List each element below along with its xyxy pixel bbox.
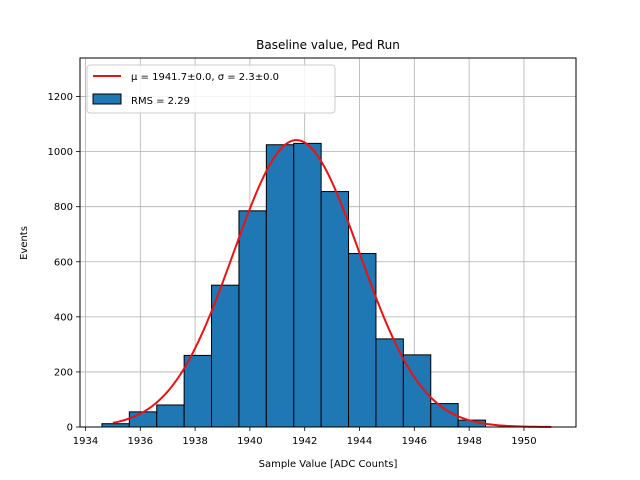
y-tick-label: 400 [54,312,73,323]
x-axis-label: Sample Value [ADC Counts] [259,459,398,470]
histogram-bar [238,210,267,428]
histogram-bar [265,144,295,428]
histogram-bar [293,142,322,428]
x-tick-label: 1944 [347,436,372,447]
x-tick-label: 1950 [511,436,536,447]
histogram-bar [128,411,158,428]
legend-fit-label: μ = 1941.7±0.0, σ = 2.3±0.0 [131,72,279,83]
y-tick-label: 0 [67,423,73,434]
y-axis-label: Events [19,226,30,260]
x-tick-label: 1948 [456,436,481,447]
legend-box [86,64,336,114]
histogram-bar [348,253,377,428]
x-tick-label: 1938 [182,436,207,447]
legend-rms-label: RMS = 2.29 [131,96,190,107]
x-tick-label: 1936 [128,436,153,447]
x-tick-label: 1940 [237,436,262,447]
gaussian-fit [112,139,552,428]
histogram-bar [156,404,185,428]
y-tick-label: 800 [54,202,73,213]
x-tick-label: 1934 [73,436,98,447]
histogram-bar [320,191,350,428]
fit-curve [112,139,552,428]
x-axis-ticks: 1934 1936 1938 1940 1942 1944 1946 1948 1950 [73,427,537,447]
y-tick-label: 200 [54,367,73,378]
histogram-bars [101,142,487,428]
y-tick-label: 1000 [48,147,73,158]
plot-frame [79,57,577,428]
x-tick-label: 1942 [292,436,317,447]
legend: μ = 1941.7±0.0, σ = 2.3±0.0 RMS = 2.29 [86,64,336,114]
x-tick-label: 1946 [402,436,427,447]
y-tick-label: 1200 [48,92,73,103]
y-tick-label: 600 [54,257,73,268]
histogram-bar [211,284,240,428]
y-axis-ticks: 0 200 400 600 800 1000 1200 [48,92,80,434]
histogram-bar [183,354,213,428]
legend-rms-patch [92,93,122,105]
chart-title: Baseline value, Ped Run [256,38,400,52]
